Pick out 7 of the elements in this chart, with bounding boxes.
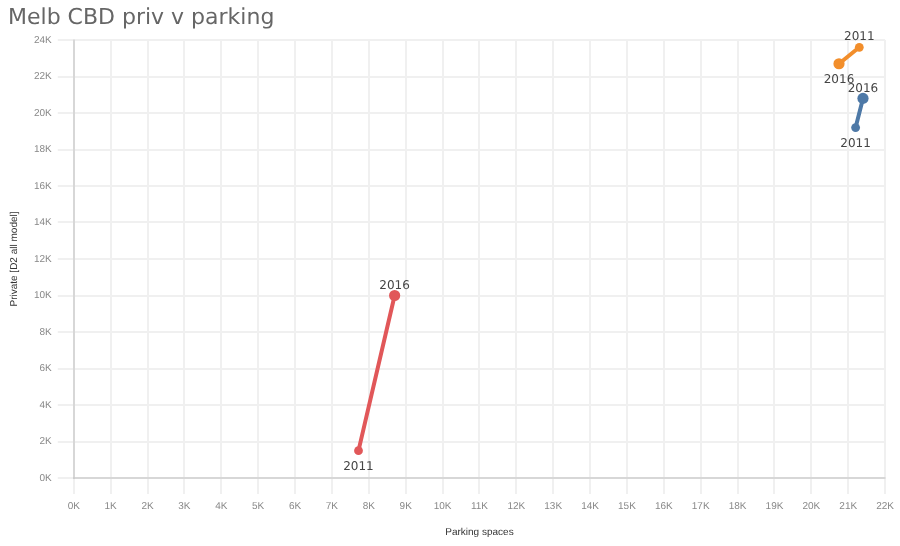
point bbox=[854, 42, 864, 52]
point bbox=[389, 289, 401, 302]
point bbox=[354, 446, 363, 456]
chart-title: Melb CBD priv v parking bbox=[8, 4, 275, 30]
point bbox=[851, 123, 860, 132]
point bbox=[833, 58, 845, 70]
point bbox=[857, 92, 869, 104]
